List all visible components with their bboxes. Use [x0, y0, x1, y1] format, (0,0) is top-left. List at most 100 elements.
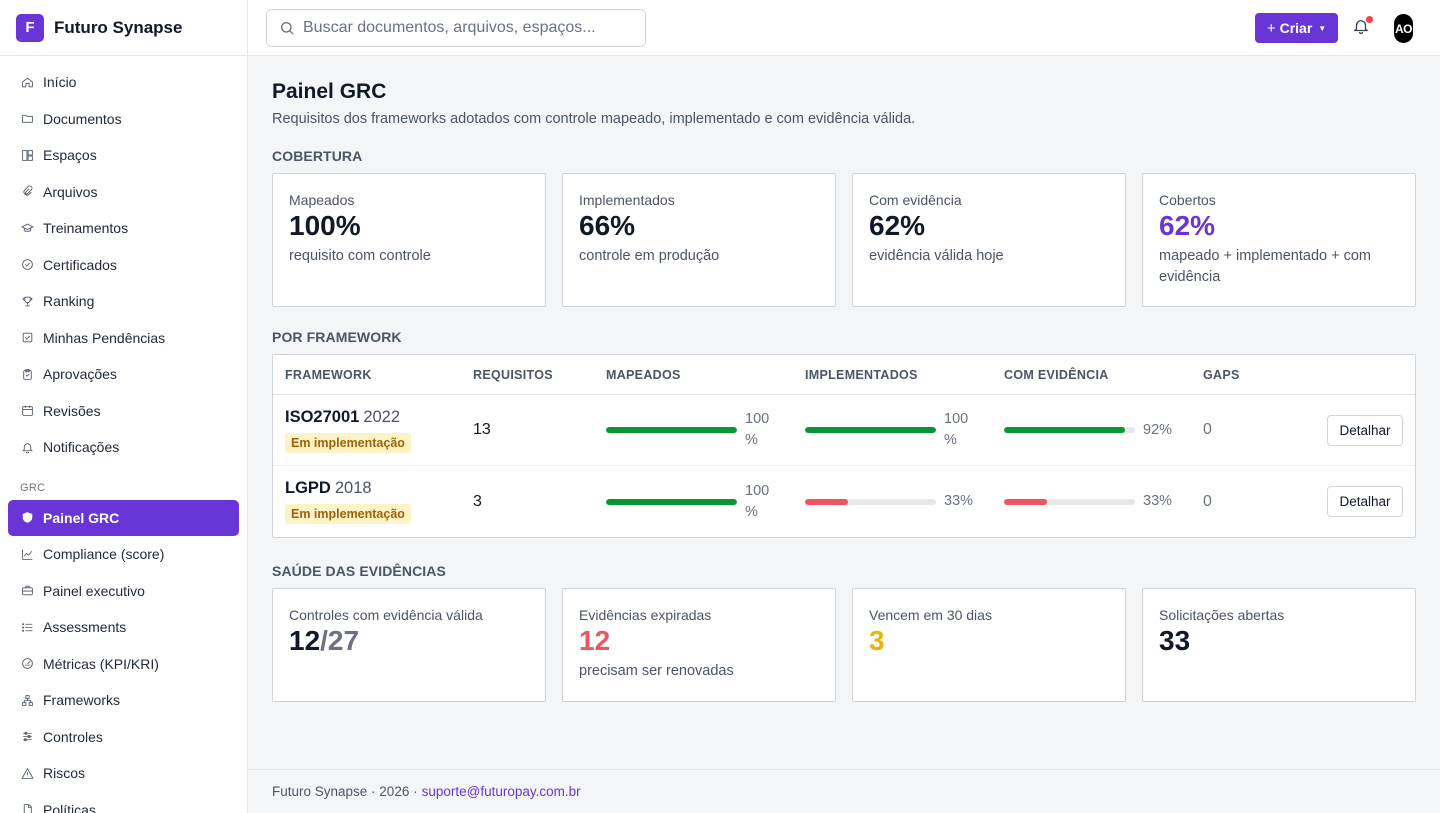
- card-label: Controles com evidência válida: [289, 607, 483, 623]
- gaps-count: 0: [1203, 492, 1212, 510]
- checkbox-icon: [20, 331, 34, 345]
- sidebar-item-label: Controles: [43, 728, 103, 745]
- sidebar-item-label: Revisões: [43, 402, 101, 419]
- chevron-down-icon: ▼: [1318, 23, 1327, 33]
- details-button[interactable]: Detalhar: [1327, 414, 1403, 446]
- sidebar-item-espacos[interactable]: Espaços: [8, 137, 239, 174]
- sidebar-item-label: Ranking: [43, 293, 95, 310]
- sidebar-item-assessments[interactable]: Assessments: [8, 609, 239, 646]
- support-email-link[interactable]: suporte@futuropay.com.br: [421, 784, 581, 799]
- layout-icon: [20, 148, 34, 162]
- sidebar-item-documentos[interactable]: Documentos: [8, 101, 239, 138]
- column-header: REQUISITOS: [473, 367, 553, 382]
- sidebar-item-controles[interactable]: Controles: [8, 719, 239, 756]
- requirements-count: 13: [473, 421, 491, 438]
- sidebar-item-inicio[interactable]: Início: [8, 64, 239, 101]
- progress-bar: [805, 498, 936, 505]
- status-badge: Em implementação: [285, 504, 411, 524]
- evidence-health-card: Controles com evidência válida 12/27: [272, 588, 546, 702]
- clipboard-icon: [20, 367, 34, 381]
- card-label: Solicitações abertas: [1159, 607, 1285, 623]
- gaps-count: 0: [1203, 421, 1212, 438]
- card-value: 62%: [869, 210, 926, 241]
- paperclip-icon: [20, 185, 34, 199]
- progress-bar-fill: [805, 498, 849, 505]
- sidebar-item-certificados[interactable]: Certificados: [8, 247, 239, 284]
- card-label: Vencem em 30 dias: [869, 607, 992, 623]
- footer-text: Futuro Synapse · 2026 ·: [272, 784, 418, 799]
- sidebar-item-compliance-score[interactable]: Compliance (score): [8, 536, 239, 573]
- sidebar-item-label: Certificados: [43, 256, 117, 273]
- sidebar-item-label: Painel GRC: [43, 509, 120, 526]
- create-button[interactable]: + Criar ▼: [1255, 13, 1338, 43]
- framework-year: 2022: [363, 407, 401, 426]
- status-badge: Em implementação: [285, 432, 411, 453]
- sidebar-item-label: Políticas: [43, 801, 96, 813]
- calendar-icon: [20, 404, 34, 418]
- progress-bar: [1004, 427, 1135, 433]
- table-row: LGPD 2018 Em implementação 3 100 % 33% 33…: [273, 466, 1415, 537]
- framework-name: LGPD: [285, 479, 331, 497]
- card-value: 100%: [289, 210, 361, 241]
- table-row: ISO27001 2022 Em implementação 13 100 % 1…: [273, 395, 1415, 466]
- sidebar-item-aprovacoes[interactable]: Aprovações: [8, 356, 239, 393]
- progress-value: 33%: [1143, 493, 1173, 509]
- sidebar-item-painel-executivo[interactable]: Painel executivo: [8, 573, 239, 610]
- page-subtitle: Requisitos dos frameworks adotados com c…: [272, 111, 916, 127]
- sidebar-item-label: Compliance (score): [43, 546, 165, 563]
- sidebar-item-label: Frameworks: [43, 692, 121, 709]
- card-value: 12/27: [289, 625, 529, 657]
- requirements-count: 3: [473, 492, 482, 510]
- notifications-button[interactable]: [1352, 16, 1373, 37]
- sidebar-item-metricas-kpi-kri[interactable]: Métricas (KPI/KRI): [8, 646, 239, 683]
- sidebar-item-painel-grc[interactable]: Painel GRC: [8, 499, 239, 536]
- card-label: Mapeados: [289, 192, 355, 208]
- framework-name: ISO27001: [285, 407, 360, 426]
- coverage-card: Implementados 66% controle em produção: [562, 173, 836, 307]
- search-input[interactable]: [303, 19, 623, 37]
- sidebar-item-label: Riscos: [43, 765, 86, 782]
- search-box[interactable]: [266, 9, 646, 47]
- sidebar-item-ranking[interactable]: Ranking: [8, 283, 239, 320]
- avatar[interactable]: AO: [1394, 14, 1413, 43]
- progress-bar: [606, 427, 737, 433]
- health-cards: Controles com evidência válida 12/27 Evi…: [272, 588, 1416, 702]
- framework-year: 2018: [334, 479, 372, 497]
- sidebar-item-riscos[interactable]: Riscos: [8, 755, 239, 792]
- sidebar-item-label: Treinamentos: [43, 220, 129, 237]
- health-heading: SAÚDE DAS EVIDÊNCIAS: [272, 563, 446, 579]
- card-description: evidência válida hoje: [869, 248, 1004, 264]
- sidebar-item-label: Notificações: [43, 439, 120, 456]
- card-label: Com evidência: [869, 192, 962, 208]
- list-icon: [20, 620, 34, 634]
- notification-dot: [1366, 16, 1373, 23]
- progress-value: 33%: [944, 493, 974, 509]
- main-content: Painel GRC Requisitos dos frameworks ado…: [272, 56, 1416, 702]
- home-icon: [20, 75, 34, 89]
- details-button[interactable]: Detalhar: [1327, 486, 1403, 517]
- create-button-label: Criar: [1279, 20, 1313, 36]
- trophy-icon: [20, 294, 34, 308]
- sidebar-item-politicas[interactable]: Políticas: [8, 792, 239, 813]
- sidebar-item-label: Espaços: [43, 147, 97, 164]
- sliders-icon: [20, 730, 34, 744]
- evidence-health-card: Evidências expiradas 12 precisam ser ren…: [562, 588, 836, 702]
- sidebar-item-treinamentos[interactable]: Treinamentos: [8, 210, 239, 247]
- table-header: FRAMEWORK REQUISITOS MAPEADOS IMPLEMENTADOS…: [273, 355, 1415, 395]
- progress-bar-fill: [1004, 498, 1048, 505]
- sidebar-item-notificacoes[interactable]: Notificações: [8, 429, 239, 466]
- file-icon: [20, 803, 34, 813]
- card-value-number: 33: [1159, 625, 1191, 656]
- sidebar-item-arquivos[interactable]: Arquivos: [8, 174, 239, 211]
- sidebar-item-minhas-pendencias[interactable]: Minhas Pendências: [8, 320, 239, 357]
- sidebar-item-revisoes[interactable]: Revisões: [8, 393, 239, 430]
- progress-bar: [1004, 498, 1135, 505]
- plus-icon: +: [1266, 19, 1276, 37]
- coverage-card: Mapeados 100% requisito com controle: [272, 173, 546, 307]
- sidebar-section-grc: GRC: [20, 481, 46, 494]
- sidebar-item-frameworks[interactable]: Frameworks: [8, 682, 239, 719]
- briefcase-icon: [20, 584, 34, 598]
- card-value-total: /27: [320, 625, 360, 656]
- progress-value: 100 %: [745, 411, 770, 448]
- brand[interactable]: F Futuro Synapse: [0, 0, 247, 56]
